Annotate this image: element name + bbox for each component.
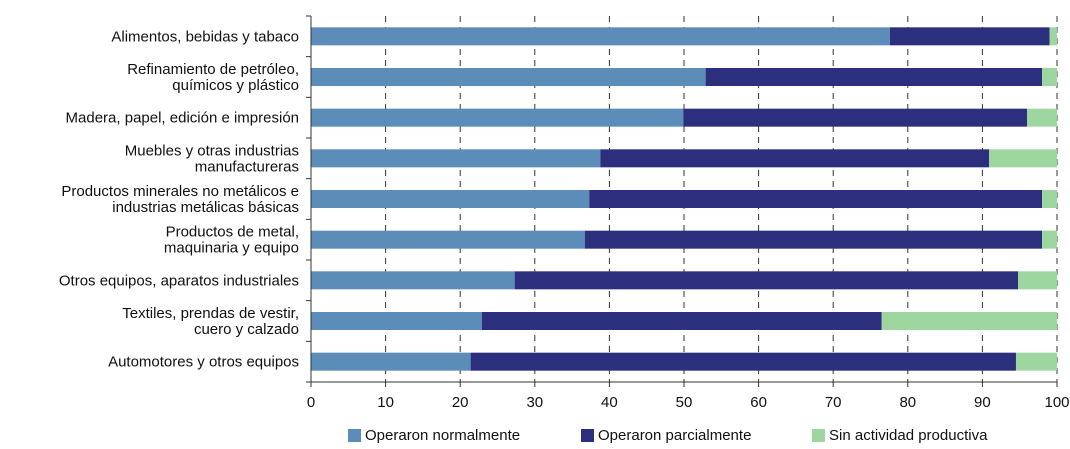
- bar-segment-3: [881, 312, 1057, 330]
- x-tick-labels: 0 10 20 30 40 50 60 70 80 90 100: [307, 394, 1070, 411]
- category-label: Madera, papel, edición e impresión: [66, 110, 299, 127]
- bar-segment-3: [989, 149, 1057, 168]
- bar-segment-2: [481, 312, 882, 330]
- x-tick-label: 10: [377, 394, 394, 411]
- bar-segment-3: [1042, 230, 1057, 249]
- category-label: Textiles, prendas de vestir, cuero y calz…: [122, 305, 299, 338]
- bar-segment-3: [1015, 352, 1057, 371]
- bar-segment-1: [311, 149, 601, 168]
- x-tick-label: 90: [974, 394, 991, 411]
- bar-segment-3: [1042, 68, 1057, 86]
- bar-segment-3: [1027, 108, 1057, 127]
- bar-segment-1: [311, 190, 590, 208]
- x-tick-label: 20: [452, 394, 469, 411]
- category-label: Productos de metal, maquinaria y equipo: [164, 224, 299, 257]
- category-label: Muebles y otras industrias manufactureras: [125, 142, 299, 175]
- x-tick-label: 0: [307, 394, 315, 411]
- bar-segment-2: [470, 352, 1016, 371]
- bar-segment-3: [1049, 27, 1057, 46]
- legend-swatch: [348, 429, 361, 442]
- category-label: Productos minerales no metálicos e indust…: [61, 183, 299, 216]
- legend: Operaron normalmente Operaron parcialment…: [348, 427, 988, 444]
- legend-label: Operaron normalmente: [365, 427, 520, 444]
- bar-segment-2: [683, 108, 1028, 127]
- legend-label: Sin actividad productiva: [829, 427, 988, 444]
- bar-segment-2: [584, 230, 1043, 249]
- bars: [311, 27, 1057, 371]
- bar-segment-2: [600, 149, 990, 168]
- x-tick-label: 70: [825, 394, 842, 411]
- bar-segment-2: [589, 190, 1043, 208]
- x-tick-label: 60: [750, 394, 767, 411]
- x-tick-label: 50: [676, 394, 693, 411]
- x-tick-label: 100: [1044, 394, 1069, 411]
- bar-segment-1: [311, 271, 515, 290]
- x-tick-label: 30: [526, 394, 543, 411]
- legend-swatch: [812, 429, 825, 442]
- bar-segment-3: [1018, 271, 1057, 290]
- bar-segment-2: [889, 27, 1050, 46]
- legend-swatch: [581, 429, 594, 442]
- bar-segment-2: [514, 271, 1019, 290]
- bar-segment-1: [311, 352, 471, 371]
- bar-segment-2: [705, 68, 1043, 86]
- x-tick-label: 40: [601, 394, 618, 411]
- bar-segment-1: [311, 27, 890, 46]
- bar-segment-1: [311, 312, 482, 330]
- category-label: Alimentos, bebidas y tabaco: [111, 28, 299, 45]
- legend-label: Operaron parcialmente: [598, 427, 751, 444]
- x-tick-label: 80: [899, 394, 916, 411]
- bar-segment-1: [311, 230, 585, 249]
- category-label: Otros equipos, aparatos industriales: [59, 272, 299, 289]
- category-label: Automotores y otros equipos: [108, 354, 299, 371]
- axes: [306, 15, 1058, 387]
- bar-segment-1: [311, 68, 706, 86]
- category-label: Refinamiento de petróleo, químicos y plás…: [127, 61, 299, 94]
- bar-segment-1: [311, 108, 684, 127]
- bar-segment-3: [1042, 190, 1057, 208]
- category-labels: Alimentos, bebidas y tabaco Refinamiento …: [59, 28, 299, 370]
